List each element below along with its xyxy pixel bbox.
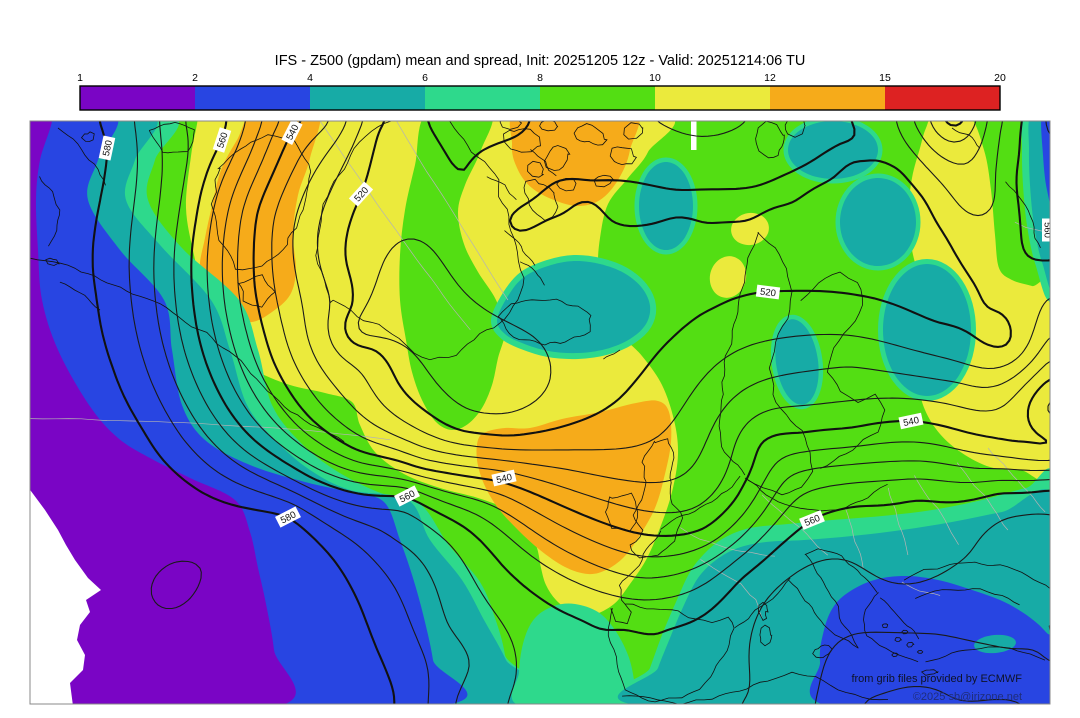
svg-text:4: 4 [307,72,313,84]
svg-text:560: 560 [215,131,230,149]
svg-text:6: 6 [422,72,428,84]
svg-text:12: 12 [764,72,776,84]
svg-text:580: 580 [101,139,115,157]
svg-text:520: 520 [759,287,776,300]
svg-text:560: 560 [1042,222,1053,238]
svg-text:8: 8 [537,72,543,84]
svg-text:IFS - Z500 (gpdam) mean and sp: IFS - Z500 (gpdam) mean and spread, Init… [275,53,806,69]
svg-text:15: 15 [879,72,891,84]
svg-text:©2025 sb@irizone.net: ©2025 sb@irizone.net [913,691,1022,703]
svg-text:20: 20 [994,72,1006,84]
svg-text:1: 1 [77,72,83,84]
svg-text:540: 540 [902,415,920,429]
svg-text:540: 540 [495,472,513,486]
svg-text:10: 10 [649,72,661,84]
svg-text:2: 2 [192,72,198,84]
svg-text:from grib files provided by EC: from grib files provided by ECMWF [851,673,1022,685]
